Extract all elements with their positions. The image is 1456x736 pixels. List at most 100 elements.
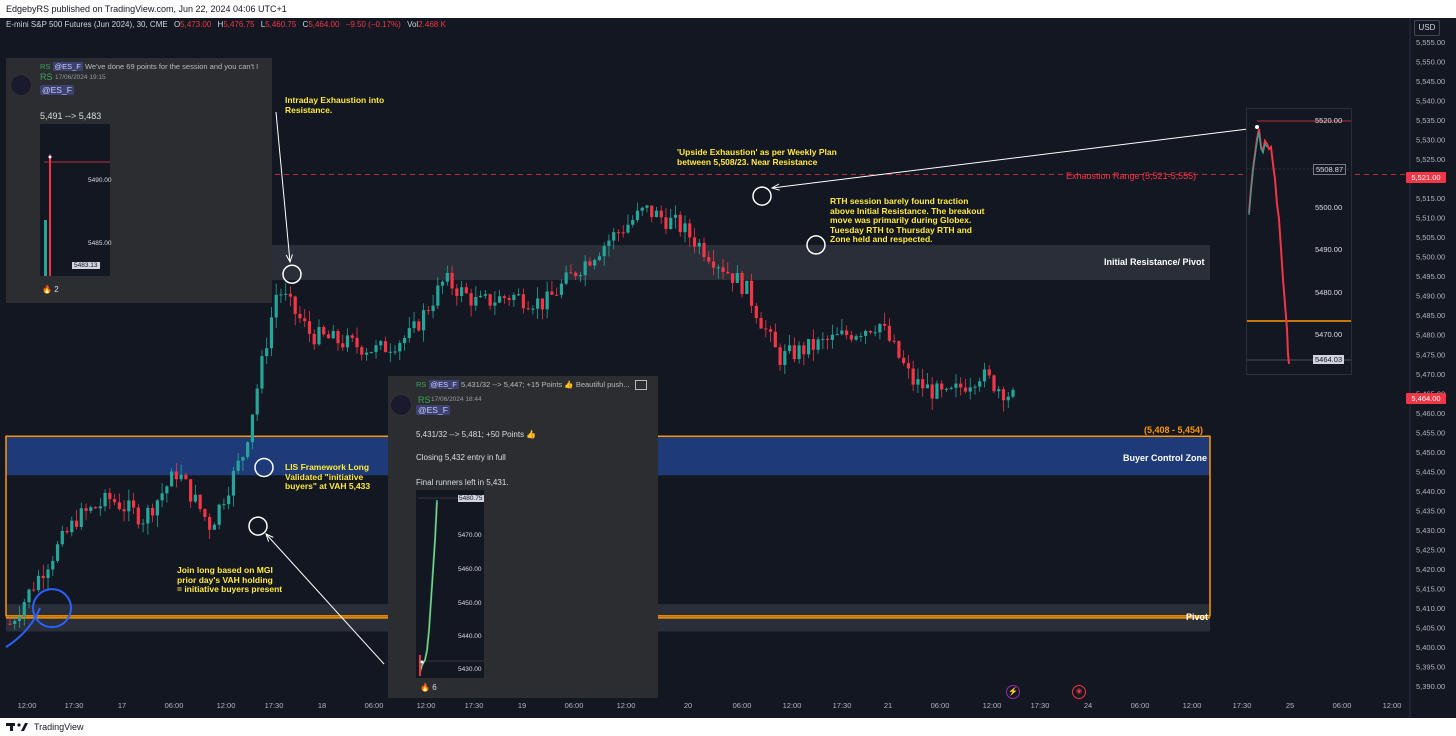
x-tick-label: 25 [1286,701,1294,710]
candle-body [426,310,430,312]
candle-body [360,347,364,355]
price-chart[interactable]: 5,555.00 5,550.00 5,545.00 5,540.00 5,535.00… [0,18,1456,718]
avatar [10,74,32,96]
x-tick-label: 20 [684,701,692,710]
reaction[interactable]: 🔥 6 [420,683,437,692]
candle-body [436,285,440,306]
candle-body [740,272,744,295]
candle-body [165,486,169,494]
candle-body [279,294,283,296]
candle-body [459,287,464,296]
chart3-tick-5: 5480.00 [1315,288,1343,297]
candle-body [98,506,102,509]
vol-value: 2.468 K [418,20,446,29]
candle-body [911,368,915,385]
candle-body [607,240,611,246]
chart1-last-price: 5483.13 [72,262,100,269]
candle-body [84,508,88,511]
message-line-1: 5,431/32 --> 5,481; +50 Points 👍 [416,430,537,439]
candle-body [954,383,958,388]
candle-body [745,280,749,295]
candle-body [160,493,164,501]
candle-body [806,338,811,355]
candle-body [483,294,487,296]
y-tick-label: 5,475.00 [1416,350,1445,359]
reply-mention: @ES_F [52,62,83,71]
candle-body [151,507,155,516]
candle-body [830,334,834,340]
candle-body [231,470,236,496]
candle-body [873,332,877,334]
x-tick-label: 17:30 [833,701,852,710]
candle-body [640,207,644,211]
embedded-chart-2 [416,490,484,678]
candle-body [265,348,269,357]
reply-text: 5,431/32 --> 5,447; +15 Points 👍 Beautif… [460,380,630,389]
candle-body [402,337,407,344]
x-tick-label: 12:00 [18,701,37,710]
candle-body [906,363,911,369]
candle-body [184,474,188,480]
candle-body [887,325,892,341]
candle-body [241,457,245,461]
candle-body [816,339,820,350]
candle-body [545,291,549,310]
candle-body [364,352,369,355]
candle-body [227,495,231,505]
arrow-upside [771,127,1257,189]
chart3-tick-3: 5500.00 [1315,203,1343,212]
candle-body [555,294,559,296]
candle-body [41,575,45,579]
discord-message-card-2: RS @ES_F 5,431/32 --> 5,447; +15 Points … [388,376,658,698]
high-key: H [217,20,224,29]
earnings-icon[interactable]: ◉ [1072,685,1086,699]
y-tick-label: 5,430.00 [1416,526,1445,535]
mention: @ES_F [416,405,450,415]
candle-body [949,387,953,389]
candle-body [79,508,83,527]
exhaustion-range-label: Exhaustion Range (5,521-5,555) [1066,171,1197,181]
candle-body [697,242,701,247]
x-tick-label: 12:00 [983,701,1002,710]
chart2-tick-2: 5470.00 [458,532,482,539]
reaction[interactable]: 🔥 2 [42,285,59,294]
candle-body [826,338,830,340]
reply-preview: RS @ES_F 5,431/32 --> 5,447; +15 Points … [416,380,630,389]
candle-body [550,291,554,295]
candle-body [474,296,478,306]
candle-body [493,302,497,306]
candle-body [174,471,178,480]
arrow-upside-head [770,183,780,191]
reply-text: We've done 69 points for the session and… [84,62,259,71]
lightning-icon[interactable]: ⚡ [1006,685,1020,699]
candle-body [307,321,312,334]
candle-body [417,321,421,331]
candle-body [783,351,787,366]
candle-body [540,298,544,310]
candle-body [792,345,796,360]
candle-body [284,293,288,295]
candle-body [131,500,136,508]
candle-body [1001,389,1006,401]
reply-mention: @ES_F [428,380,459,389]
zone-label-pivot: Pivot [1186,612,1209,622]
y-tick-label: 5,505.00 [1416,233,1445,242]
chart3-tick-4: 5490.00 [1315,245,1343,254]
candle-body [255,388,259,415]
footer: TradingView [0,718,1456,736]
candle-body [179,474,183,480]
candle-body [46,569,50,579]
candle-body [916,379,920,385]
y-tick-label: 5,390.00 [1416,682,1445,691]
candle-body [112,499,117,503]
candle-body [260,356,264,389]
currency-button[interactable]: USD [1414,20,1440,36]
candle-body [930,384,934,399]
candle-body [564,272,568,284]
fire-icon: 🔥 [42,285,52,294]
candle-body [602,245,606,257]
candle-body [849,335,853,340]
candle-body [469,293,473,306]
y-tick-label: 5,490.00 [1416,292,1445,301]
candle-body [431,305,435,312]
